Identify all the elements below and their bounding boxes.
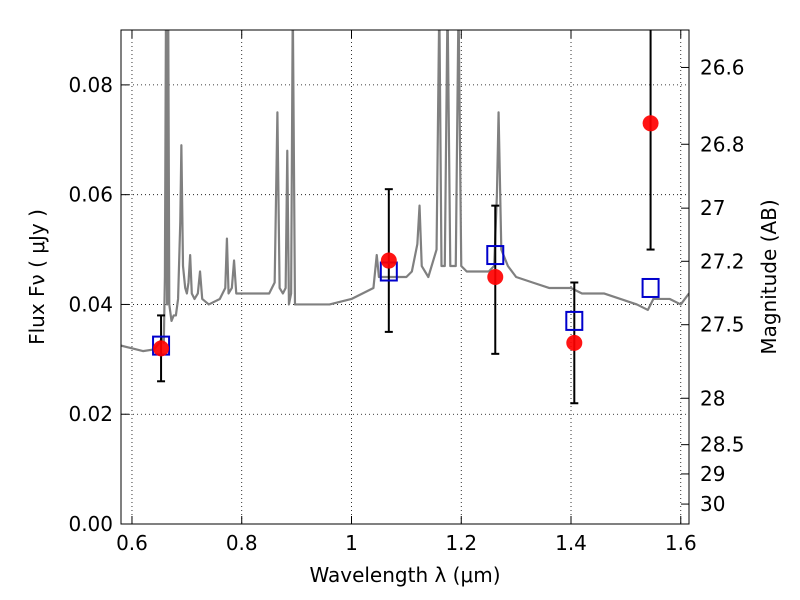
x-tick-label: 1.2 [445,531,477,555]
x-tick-label: 1.6 [665,531,697,555]
points-layer [152,115,660,357]
y-tick-label: 0.06 [68,183,113,207]
mag-tick-label: 27.5 [700,313,745,337]
plot-frame [120,29,690,525]
mag-tick-label: 28 [700,386,725,410]
ticks: 0.6 0.8 1 1.2 1.4 1.6 0.00 0.02 0.04 0.06 0.08 26.6… [68,30,745,555]
x-tick-label: 1 [345,531,358,555]
y-axis-label-right: Magnitude (AB) [757,199,781,354]
observed-point [566,334,583,351]
mag-tick-label: 26.8 [700,132,745,156]
y-tick-label: 0.02 [68,402,113,426]
y-tick-label: 0.04 [68,292,113,316]
y-tick-label: 0.00 [68,512,113,536]
y-axis-label-left: Flux Fν ( μJy ) [25,209,49,345]
x-tick-label: 0.8 [226,531,258,555]
mag-tick-label: 27.2 [700,249,745,273]
observed-point [380,252,397,269]
model-point [565,310,584,331]
mag-tick-label: 26.6 [700,55,745,79]
model-point [486,245,505,266]
observed-point [642,115,659,132]
observed-point [487,269,504,285]
x-tick-label: 1.4 [555,531,587,555]
mag-tick-label: 30 [700,492,725,516]
x-axis-label: Wavelength λ (μm) [309,563,500,587]
observed-point [153,340,170,357]
mag-tick-label: 29 [700,462,725,486]
model-point [641,277,660,298]
x-tick-label: 0.6 [116,531,148,555]
y-tick-label: 0.08 [68,73,113,97]
mag-tick-label: 27 [700,196,725,220]
mag-tick-label: 28.5 [700,433,745,457]
